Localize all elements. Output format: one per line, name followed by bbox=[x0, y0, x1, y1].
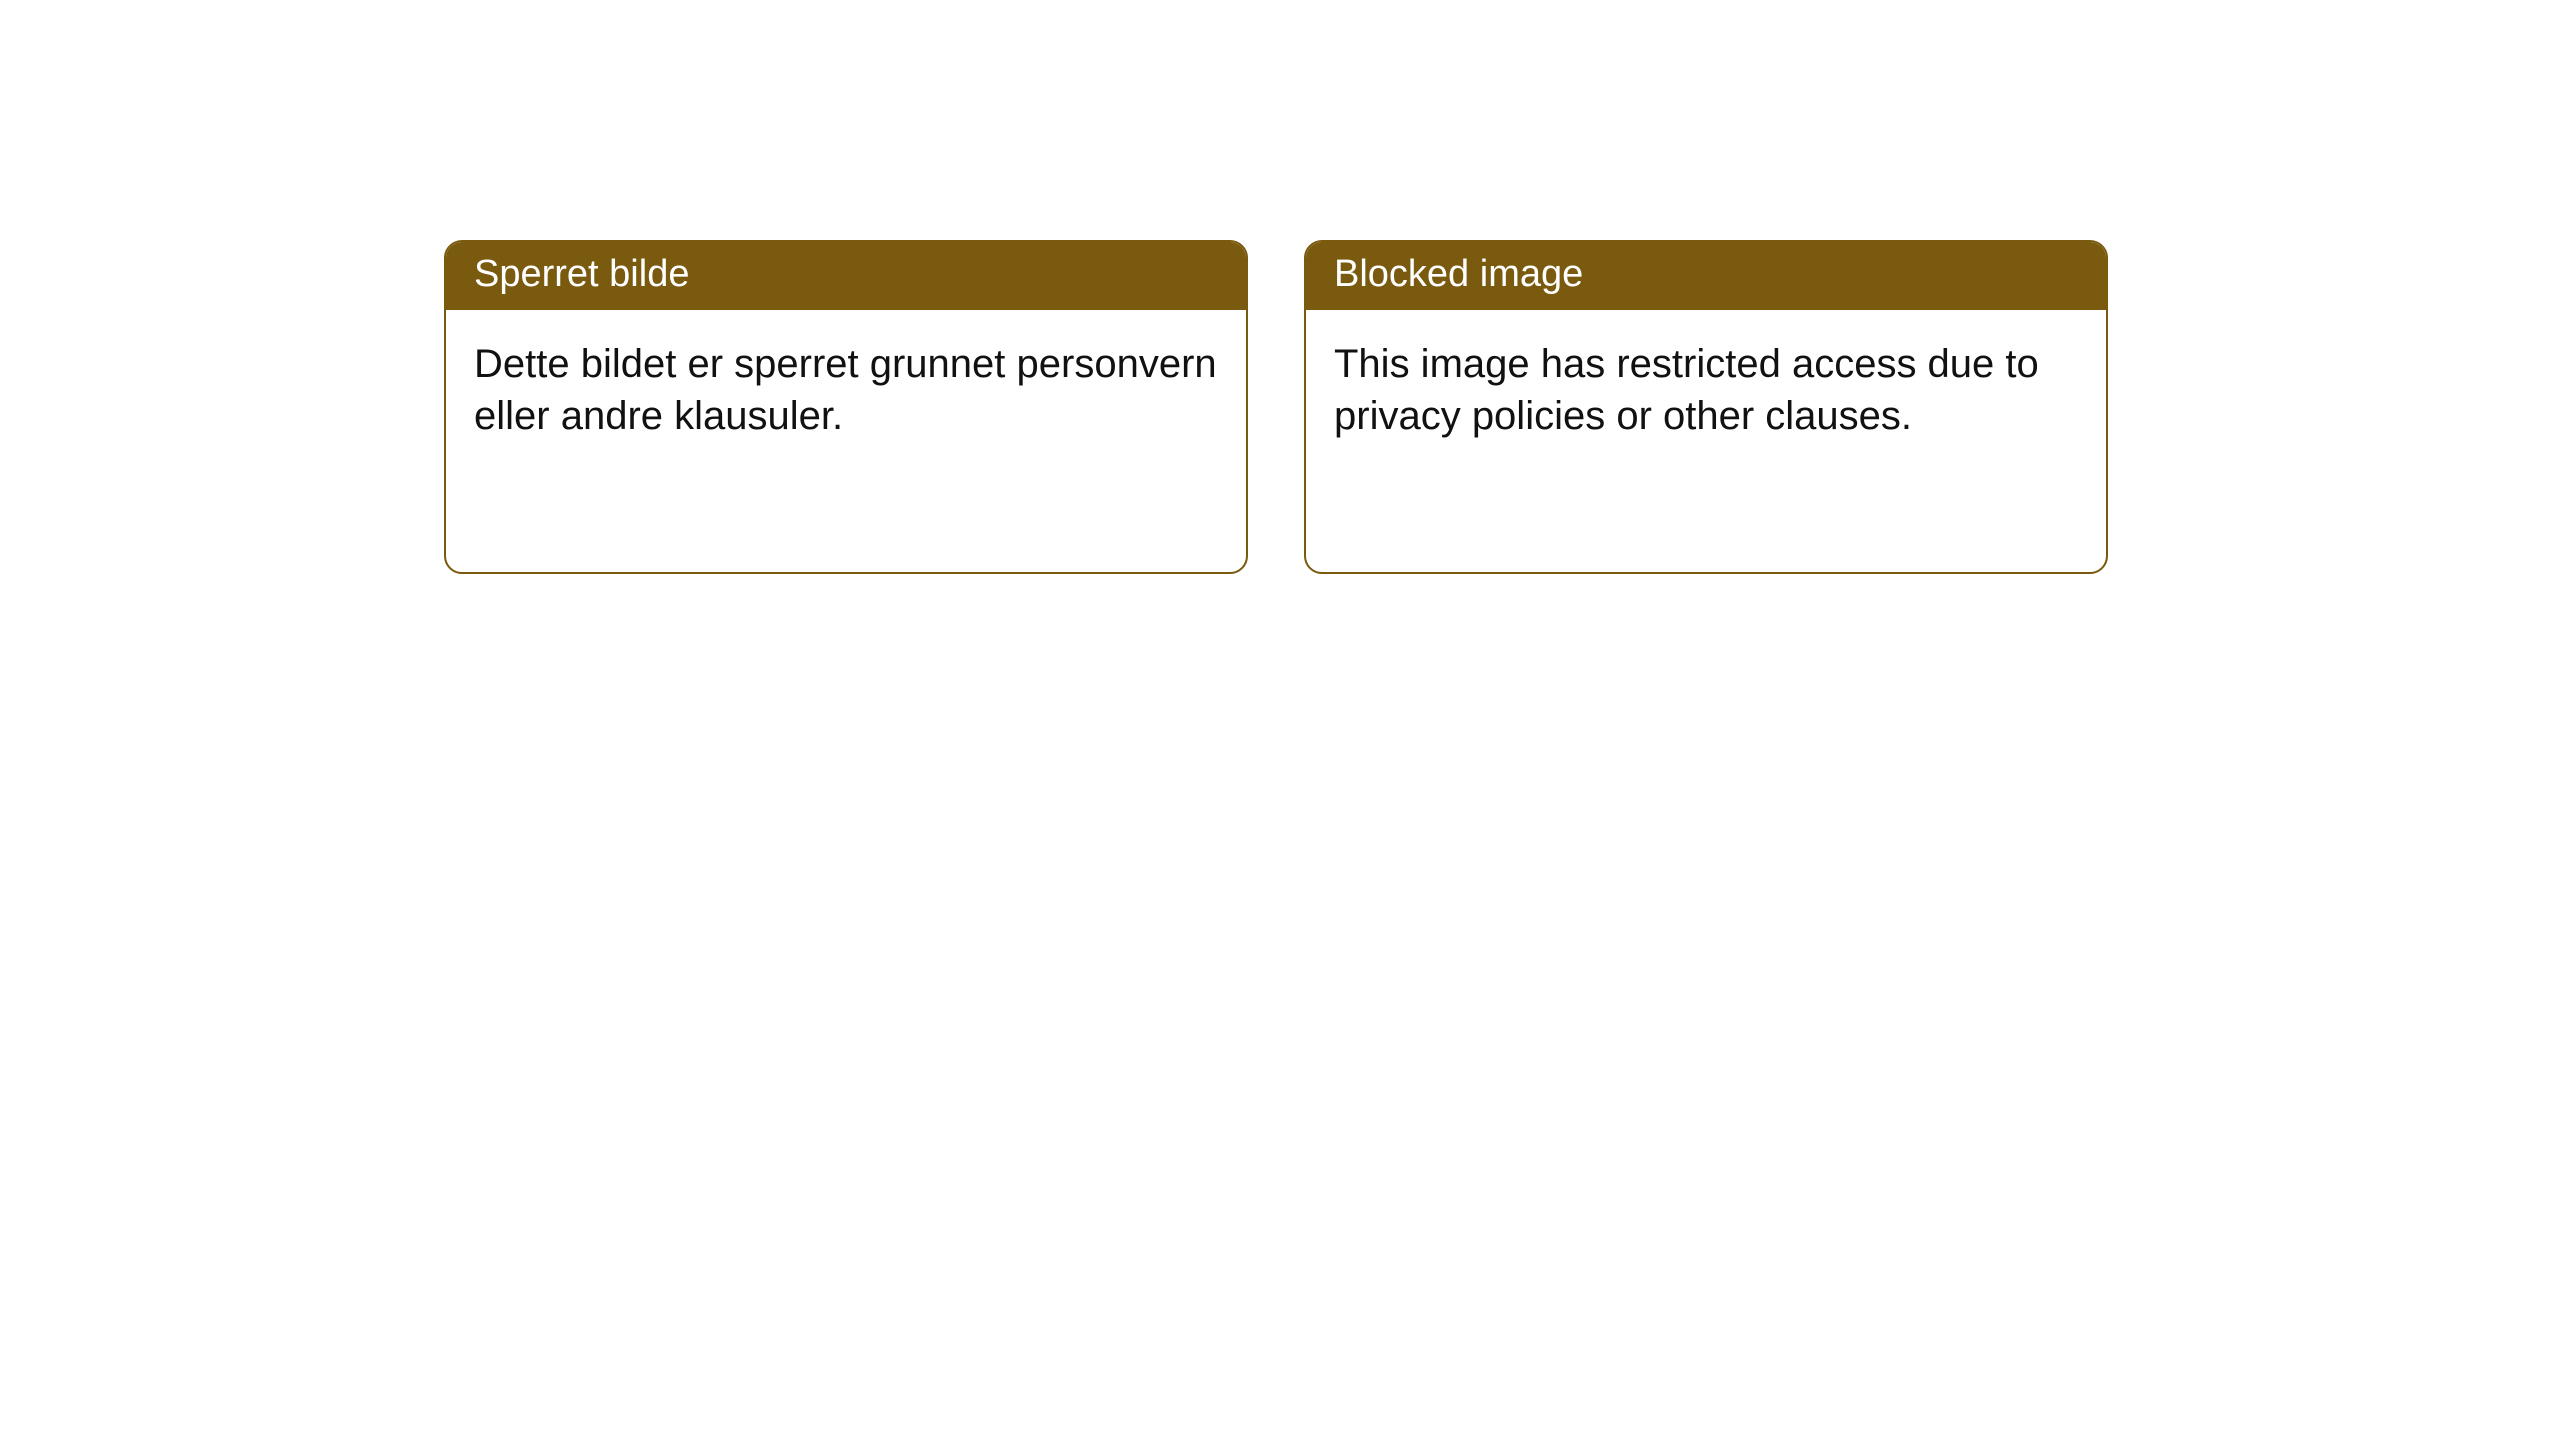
card-body-text: Dette bildet er sperret grunnet personve… bbox=[446, 310, 1246, 470]
notice-card-norwegian: Sperret bilde Dette bildet er sperret gr… bbox=[444, 240, 1248, 574]
card-body-text: This image has restricted access due to … bbox=[1306, 310, 2106, 470]
notice-card-english: Blocked image This image has restricted … bbox=[1304, 240, 2108, 574]
notice-cards-container: Sperret bilde Dette bildet er sperret gr… bbox=[444, 240, 2108, 574]
card-title: Sperret bilde bbox=[446, 242, 1246, 310]
card-title: Blocked image bbox=[1306, 242, 2106, 310]
